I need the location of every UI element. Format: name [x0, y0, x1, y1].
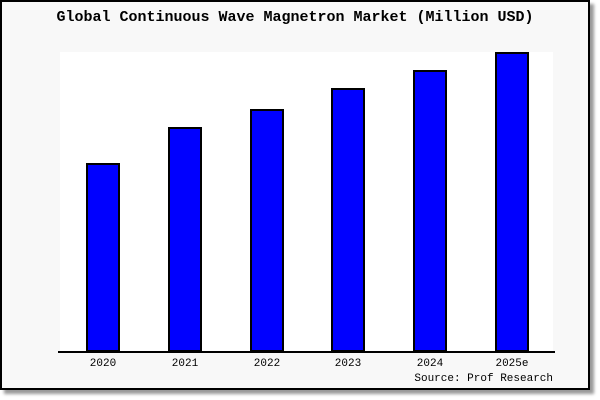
x-axis-line — [58, 351, 555, 353]
chart-frame: Global Continuous Wave Magnetron Market … — [0, 0, 590, 390]
x-tick-2024: 2024 — [416, 358, 444, 370]
x-tick-2020: 2020 — [89, 358, 117, 370]
plot-area — [60, 52, 553, 352]
x-tick-2022: 2022 — [253, 358, 281, 370]
bar-2020 — [86, 163, 120, 352]
bar-2022 — [250, 109, 284, 352]
bar-2025e — [495, 52, 529, 352]
bar-2024 — [413, 70, 447, 352]
bar-2021 — [168, 127, 202, 352]
bar-2023 — [331, 88, 365, 352]
x-tick-2025e: 2025e — [495, 358, 529, 370]
x-tick-2023: 2023 — [334, 358, 362, 370]
chart-title: Global Continuous Wave Magnetron Market … — [56, 9, 534, 26]
x-tick-2021: 2021 — [171, 358, 199, 370]
source-caption: Source: Prof Research — [414, 373, 553, 385]
